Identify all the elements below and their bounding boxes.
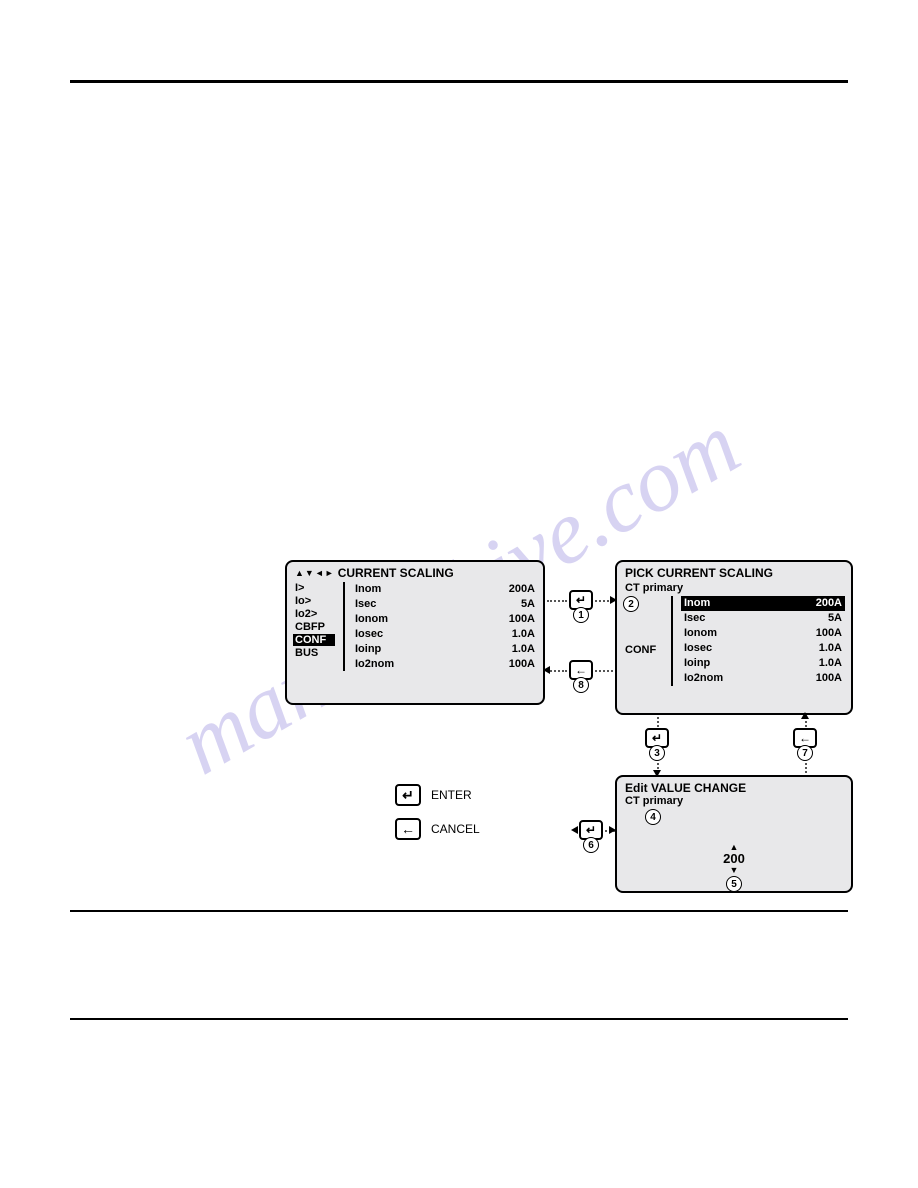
arrowhead-icon [571,826,578,834]
list-item: Ionom [353,612,481,626]
list-item: Ioinp [353,642,481,656]
conf-label: CONF [623,643,663,657]
list-item: BUS [293,647,335,659]
arrowhead-icon [653,770,661,777]
panel-current-scaling: ▲▼◄► CURRENT SCALING I> Io> Io2> CBFP CO… [285,560,545,705]
list-item: CBFP [293,621,335,633]
panel-pick-rows: Inom200A Isec5A Ionom100A Iosec1.0A Ioin… [681,596,845,686]
list-item: I> [293,582,335,594]
dotted-line [595,670,613,672]
step-circle-1: 1 [573,607,589,623]
connector-6: ↵ 6 [579,820,603,853]
list-item: Isec5A [681,611,845,626]
panel-pick-scaling: PICK CURRENT SCALING CT primary 2 CONF I… [615,560,853,715]
cancel-key-icon: ← [395,818,421,840]
step-circle-8: 8 [573,677,589,693]
dotted-line [547,600,567,602]
list-item: Io2nom100A [681,671,845,686]
nav-arrows-icon: ▲▼◄► [295,568,334,578]
list-item: Ionom100A [681,626,845,641]
arrowhead-icon [609,826,616,834]
panel-pick-body: 2 CONF Inom200A Isec5A Ionom100A Iosec1.… [617,594,851,692]
connector-1: ↵ 1 [569,590,593,623]
list-item: Io> [293,595,335,607]
step-circle-2: 2 [623,596,639,612]
key-legend: ↵ ENTER ← CANCEL [395,784,480,840]
list-item: Ioinp1.0A [681,656,845,671]
bottom-rule-1 [70,910,848,912]
dotted-line [805,763,807,773]
triangle-up-icon: ▲ [625,843,843,851]
panel-edit-value: Edit VALUE CHANGE CT primary 4 ▲ 200 ▼ 5 [615,775,853,893]
step-circle-7: 7 [797,745,813,761]
separator [343,582,345,671]
connector-3: ↵ 3 [645,728,669,761]
list-item: 200A [487,582,537,596]
panel-left-body: I> Io> Io2> CBFP CONF BUS Inom Isec Iono… [287,582,543,677]
step-circle-4-row: 4 [625,809,843,825]
enter-label: ENTER [431,788,472,802]
arrowhead-icon [801,712,809,719]
list-item: 100A [487,657,537,671]
panel-left-rightcol: 200A 5A 100A 1.0A 1.0A 100A [487,582,537,671]
step-circle-5: 5 [726,876,742,892]
list-item: 1.0A [487,627,537,641]
arrowhead-icon [610,596,617,604]
cancel-label: CANCEL [431,822,480,836]
list-item: Inom [353,582,481,596]
top-rule [70,80,848,83]
list-item: 100A [487,612,537,626]
step-circle-4: 4 [645,809,661,825]
list-item-selected: Inom200A [681,596,845,611]
triangle-down-icon: ▼ [625,866,843,874]
panel-left-title: CURRENT SCALING [338,566,454,580]
panel-pick-subtitle: CT primary [617,582,851,594]
diagram-area: ▲▼◄► CURRENT SCALING I> Io> Io2> CBFP CO… [285,560,855,900]
list-item: Io2nom [353,657,481,671]
panel-edit-subtitle: CT primary [625,795,843,807]
list-item-selected: CONF [293,634,335,646]
edit-value-row: ▲ 200 ▼ 5 [625,843,843,892]
panel-left-header: ▲▼◄► CURRENT SCALING [287,562,543,582]
dotted-line [547,670,567,672]
edit-value: 200 [723,851,745,866]
panel-pick-title: PICK CURRENT SCALING [617,562,851,582]
list-item: Isec [353,597,481,611]
list-item: 1.0A [487,642,537,656]
list-item: Io2> [293,608,335,620]
connector-7: ← 7 [793,728,817,761]
list-item: 5A [487,597,537,611]
connector-8: ← 8 [569,660,593,693]
separator [671,596,673,686]
legend-enter: ↵ ENTER [395,784,480,806]
panel-edit-body: Edit VALUE CHANGE CT primary 4 ▲ 200 ▼ 5 [617,777,851,896]
panel-edit-title: Edit VALUE CHANGE [625,781,843,795]
panel-pick-leftcol: 2 CONF [623,596,663,686]
legend-cancel: ← CANCEL [395,818,480,840]
list-item: Iosec [353,627,481,641]
enter-key-icon: ↵ [395,784,421,806]
step-circle-3: 3 [649,745,665,761]
list-item: Iosec1.0A [681,641,845,656]
bottom-rule-2 [70,1018,848,1020]
panel-left-leftcol: I> Io> Io2> CBFP CONF BUS [293,582,335,671]
panel-left-midcol: Inom Isec Ionom Iosec Ioinp Io2nom [353,582,481,671]
dotted-line [657,717,659,727]
arrowhead-icon [543,666,550,674]
step-circle-6: 6 [583,837,599,853]
